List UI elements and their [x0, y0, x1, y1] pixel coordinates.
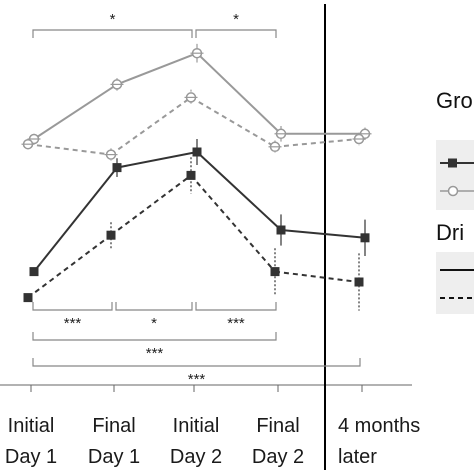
legend: Gro Dri — [436, 88, 474, 314]
bracket-line — [32, 332, 277, 341]
legend-swatch-circle — [447, 185, 459, 197]
significance-bracket-5: *** — [32, 332, 277, 362]
series-0-segment — [116, 151, 198, 169]
significance-label: *** — [188, 371, 206, 388]
significance-label: *** — [64, 315, 82, 332]
data-point-square — [112, 163, 122, 173]
bracket-line — [32, 302, 113, 311]
significance-bracket-0: * — [32, 11, 193, 38]
data-point-square — [106, 230, 116, 240]
x-tick-label-line1: Initial — [173, 415, 220, 437]
x-tick-label-line2: Day 1 — [88, 446, 140, 468]
series-2 — [27, 43, 372, 145]
x-tick-label-line1: 4 months — [338, 415, 420, 437]
x-tick-label-line2: Day 2 — [170, 446, 222, 468]
significance-bracket-3: * — [115, 302, 193, 332]
x-tick-2: Initial Day 2 — [170, 385, 222, 468]
bracket-line — [32, 29, 193, 38]
x-tick-label-line1: Final — [256, 415, 299, 437]
data-point-square — [29, 267, 39, 277]
data-point-square — [186, 170, 196, 180]
series-0-segment — [280, 229, 366, 239]
data-point-square — [23, 293, 33, 303]
series-2-segment — [116, 52, 198, 86]
series-0-segment — [33, 166, 118, 273]
significance-bracket-1: * — [195, 11, 277, 38]
significance-bracket-4: *** — [195, 302, 277, 332]
series-1-segment — [27, 234, 112, 299]
legend-title-group: Gro — [436, 88, 473, 113]
x-tick-1: Final Day 1 — [88, 385, 140, 468]
series-0 — [29, 139, 370, 277]
series-3 — [21, 89, 366, 161]
x-tick-label-line1: Initial — [8, 415, 55, 437]
x-tick-label-line1: Final — [92, 415, 135, 437]
data-point-square — [354, 277, 364, 287]
legend-box-1 — [436, 140, 474, 210]
series-3-segment — [27, 143, 112, 156]
significance-label: * — [233, 11, 239, 28]
x-tick-labels: Initial Day 1 Final Day 1 Initial Day 2 Final D… — [5, 385, 420, 468]
significance-label: *** — [146, 345, 164, 362]
legend-title-drill: Dri — [436, 220, 464, 245]
significance-brackets: * **** * ********* — [32, 11, 361, 388]
x-tick-0: Initial Day 1 — [5, 385, 57, 468]
significance-label: * — [110, 11, 116, 28]
data-point-square — [192, 147, 202, 157]
significance-bracket-2: *** — [32, 302, 113, 332]
bracket-line — [32, 358, 361, 367]
series-1-segment — [274, 270, 360, 283]
series-2-segment — [33, 83, 118, 140]
significance-bracket-6: *** — [32, 358, 361, 388]
x-tick-4: 4 months later — [338, 385, 420, 468]
bracket-line — [115, 302, 193, 311]
x-tick-label-line2: Day 2 — [252, 446, 304, 468]
significance-label: *** — [227, 315, 245, 332]
legend-box-2 — [436, 252, 474, 314]
legend-swatch-square — [448, 158, 457, 168]
x-tick-label-line2: later — [338, 446, 377, 468]
series-1 — [23, 157, 364, 311]
bracket-line — [195, 29, 277, 38]
series-0-segment — [196, 151, 282, 231]
data-point-square — [360, 233, 370, 243]
series-1-segment — [190, 174, 276, 273]
series-2-segment — [196, 52, 282, 135]
series-3-segment — [274, 138, 360, 148]
x-tick-label-line2: Day 1 — [5, 446, 57, 468]
data-point-square — [276, 225, 286, 235]
bracket-line — [195, 302, 277, 311]
series-3-segment — [190, 96, 276, 148]
series-group — [21, 43, 372, 311]
series-1-segment — [110, 174, 192, 237]
x-tick-3: Final Day 2 — [252, 385, 304, 468]
data-point-square — [270, 267, 280, 277]
series-3-segment — [110, 96, 192, 156]
significance-label: * — [151, 315, 157, 332]
